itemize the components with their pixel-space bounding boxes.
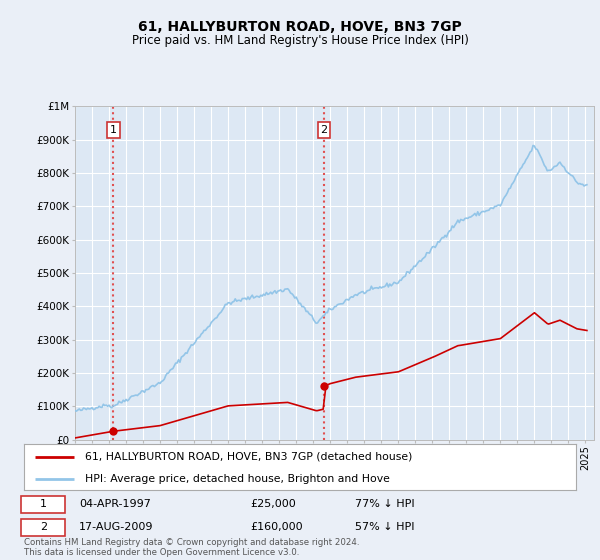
Text: 17-AUG-2009: 17-AUG-2009 [79,522,154,532]
Text: 61, HALLYBURTON ROAD, HOVE, BN3 7GP (detached house): 61, HALLYBURTON ROAD, HOVE, BN3 7GP (det… [85,452,412,462]
FancyBboxPatch shape [21,519,65,536]
Text: 2: 2 [40,522,47,532]
Text: Contains HM Land Registry data © Crown copyright and database right 2024.
This d: Contains HM Land Registry data © Crown c… [24,538,359,557]
Text: 1: 1 [110,125,117,135]
Text: £160,000: £160,000 [250,522,303,532]
Text: Price paid vs. HM Land Registry's House Price Index (HPI): Price paid vs. HM Land Registry's House … [131,34,469,46]
Text: 04-APR-1997: 04-APR-1997 [79,500,151,509]
Text: £25,000: £25,000 [250,500,296,509]
Text: 61, HALLYBURTON ROAD, HOVE, BN3 7GP: 61, HALLYBURTON ROAD, HOVE, BN3 7GP [138,20,462,34]
Text: HPI: Average price, detached house, Brighton and Hove: HPI: Average price, detached house, Brig… [85,474,389,483]
Text: 57% ↓ HPI: 57% ↓ HPI [355,522,415,532]
Text: 77% ↓ HPI: 77% ↓ HPI [355,500,415,509]
FancyBboxPatch shape [21,496,65,513]
Text: 2: 2 [320,125,328,135]
Text: 1: 1 [40,500,47,509]
